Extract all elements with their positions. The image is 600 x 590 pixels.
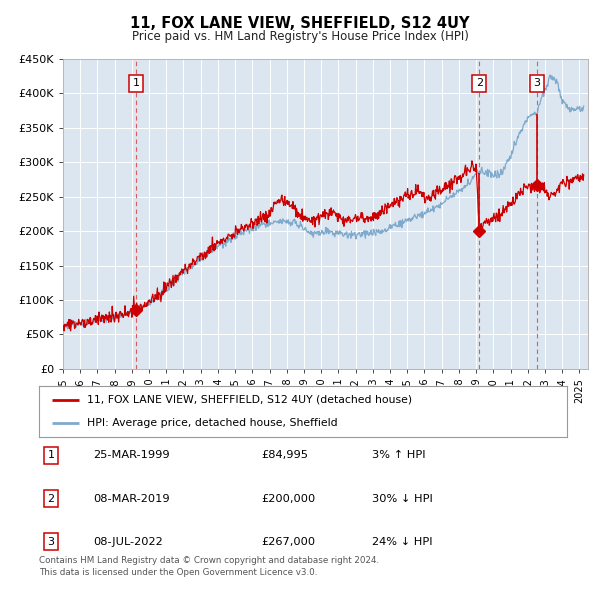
Text: Price paid vs. HM Land Registry's House Price Index (HPI): Price paid vs. HM Land Registry's House … bbox=[131, 30, 469, 43]
Text: 08-JUL-2022: 08-JUL-2022 bbox=[93, 537, 163, 546]
Text: 25-MAR-1999: 25-MAR-1999 bbox=[93, 451, 170, 460]
Text: £200,000: £200,000 bbox=[261, 494, 315, 503]
Text: 11, FOX LANE VIEW, SHEFFIELD, S12 4UY (detached house): 11, FOX LANE VIEW, SHEFFIELD, S12 4UY (d… bbox=[86, 395, 412, 405]
Text: £84,995: £84,995 bbox=[261, 451, 308, 460]
Text: 3: 3 bbox=[47, 537, 55, 546]
Text: 08-MAR-2019: 08-MAR-2019 bbox=[93, 494, 170, 503]
Text: HPI: Average price, detached house, Sheffield: HPI: Average price, detached house, Shef… bbox=[86, 418, 337, 428]
Text: 11, FOX LANE VIEW, SHEFFIELD, S12 4UY: 11, FOX LANE VIEW, SHEFFIELD, S12 4UY bbox=[130, 16, 470, 31]
Text: 2: 2 bbox=[47, 494, 55, 503]
Text: 2: 2 bbox=[476, 78, 483, 88]
Text: 3% ↑ HPI: 3% ↑ HPI bbox=[372, 451, 425, 460]
Text: £267,000: £267,000 bbox=[261, 537, 315, 546]
Text: Contains HM Land Registry data © Crown copyright and database right 2024.
This d: Contains HM Land Registry data © Crown c… bbox=[39, 556, 379, 577]
Text: 1: 1 bbox=[47, 451, 55, 460]
Text: 3: 3 bbox=[533, 78, 540, 88]
Text: 24% ↓ HPI: 24% ↓ HPI bbox=[372, 537, 433, 546]
Text: 1: 1 bbox=[133, 78, 139, 88]
Text: 30% ↓ HPI: 30% ↓ HPI bbox=[372, 494, 433, 503]
